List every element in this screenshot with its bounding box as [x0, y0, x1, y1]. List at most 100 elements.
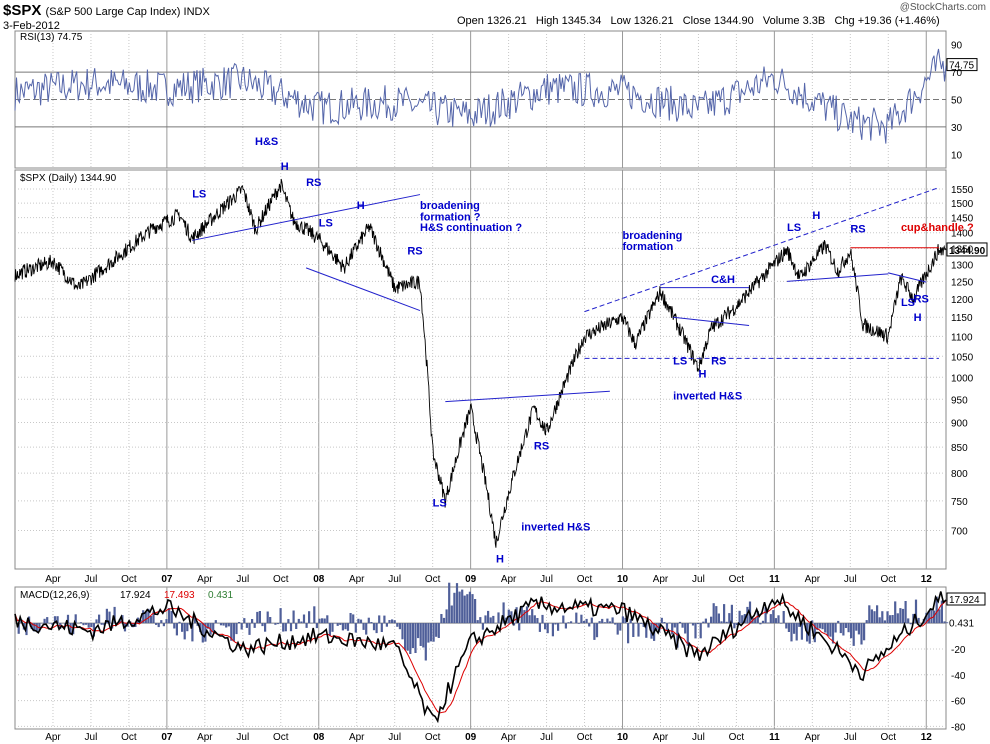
macd-histogram-bar	[489, 617, 492, 624]
price-y-tick: 900	[951, 419, 968, 430]
x-tick-label: Oct	[577, 732, 593, 743]
macd-histogram-bar	[105, 608, 108, 624]
macd-histogram-bar	[619, 623, 622, 631]
macd-histogram-bar	[886, 611, 889, 624]
macd-histogram-bar	[367, 617, 370, 624]
macd-histogram-bar	[240, 623, 243, 630]
macd-histogram-bar	[577, 623, 580, 624]
macd-histogram-bar	[85, 623, 88, 625]
macd-histogram-bar	[917, 617, 920, 624]
macd-histogram-bar	[370, 622, 373, 624]
macd-histogram-bar	[427, 623, 430, 643]
macd-histogram-bar	[481, 623, 484, 630]
rsi-current-box	[946, 58, 978, 72]
macd-histogram-bar	[46, 617, 49, 624]
chart-annotation: H	[281, 161, 289, 173]
macd-histogram-bar	[274, 623, 277, 625]
macd-histogram-bar	[907, 618, 910, 624]
macd-histogram-bar	[704, 618, 707, 624]
rsi-panel: RSI(13) 74.75 74.75	[14, 32, 978, 144]
x-tick-label: Jul	[844, 574, 857, 585]
macd-histogram-bar	[227, 623, 230, 627]
macd-histogram-bar	[308, 611, 311, 624]
macd-histogram-bar	[816, 623, 819, 631]
chart-annotation: RS	[850, 224, 865, 236]
macd-histogram-bar	[938, 609, 941, 624]
macd-histogram-bar	[401, 623, 404, 640]
x-tick-label: Jul	[540, 574, 553, 585]
macd-histogram-bar	[533, 615, 536, 624]
macd-histogram-bar	[300, 621, 303, 624]
macd-histogram-bar	[214, 620, 217, 624]
x-tick-label: 11	[769, 574, 780, 585]
macd-histogram-bar	[694, 623, 697, 639]
macd-histogram-bar	[593, 623, 596, 640]
macd-histogram-bar	[595, 623, 599, 638]
price-y-tick: 750	[951, 497, 968, 508]
x-tick-label: 10	[617, 732, 629, 743]
macd-histogram-bar	[725, 621, 728, 624]
macd-histogram-bar	[404, 623, 407, 651]
macd-current-box	[946, 592, 986, 606]
macd-histogram-bar	[857, 623, 860, 635]
rsi-y-tick: 50	[951, 96, 963, 107]
macd-histogram-bar	[850, 623, 853, 639]
macd-histogram-bar	[261, 623, 264, 627]
x-tick-label: Apr	[653, 732, 669, 743]
macd-histogram-bar	[868, 605, 871, 624]
price-legend: $SPX (Daily) 1344.90	[20, 173, 117, 184]
x-tick-label: Oct	[881, 574, 897, 585]
price-panel: $SPX (Daily) 1344.90 1344.90	[14, 173, 988, 548]
macd-histogram-bar	[531, 609, 534, 624]
x-tick-label: 07	[161, 574, 173, 585]
chart-annotation: formation ?	[420, 212, 481, 224]
macd-histogram-bar	[56, 616, 59, 624]
macd-histogram-bar	[437, 623, 440, 638]
macd-histogram-bar	[671, 623, 674, 635]
macd-histogram-bar	[891, 615, 894, 624]
macd-current-label: 17.924	[949, 595, 980, 606]
macd-histogram-bar	[411, 623, 414, 649]
macd-histogram-bar	[346, 623, 350, 631]
macd-histogram-bar	[258, 611, 261, 624]
macd-histogram-bar	[769, 614, 772, 624]
chart-annotation: LS	[901, 297, 915, 309]
chart-annotation: H	[357, 200, 365, 212]
x-tick-label: Apr	[653, 574, 669, 585]
macd-histogram-bar	[826, 623, 829, 636]
macd-histogram-bar	[155, 623, 158, 625]
price-current-box	[946, 242, 988, 257]
macd-histogram-bar	[829, 623, 832, 637]
macd-histogram-bar	[66, 614, 70, 624]
macd-histogram-bar	[383, 615, 386, 624]
macd-histogram-bar	[95, 619, 98, 624]
macd-histogram-bar	[777, 615, 780, 624]
macd-histogram-bar	[339, 623, 342, 625]
macd-histogram-bar	[645, 623, 648, 638]
macd-histogram-bar	[614, 623, 617, 625]
macd-histogram-bar	[92, 623, 95, 637]
macd-y-tick: -40	[951, 671, 966, 682]
macd-histogram-bar	[686, 623, 689, 646]
chart-annotation: LS	[673, 356, 687, 368]
macd-histogram-bar	[276, 623, 280, 625]
x-tick-label: Oct	[121, 732, 137, 743]
chart-symbol: $SPX (S&P 500 Large Cap Index) INDX	[3, 2, 210, 19]
price-y-tick: 1100	[951, 332, 973, 343]
x-tick-label: 08	[313, 574, 325, 585]
macd-histogram-bar	[79, 622, 82, 624]
macd-histogram-bar	[344, 623, 347, 630]
macd-histogram-bar	[380, 623, 383, 632]
macd-histogram-bar	[206, 623, 210, 629]
x-tick-label: 09	[465, 574, 477, 585]
trend-line	[673, 316, 750, 327]
macd-histogram-bar	[251, 619, 254, 624]
macd-histogram-bar	[409, 623, 412, 654]
macd-histogram-bar	[697, 623, 700, 625]
macd-histogram-bar	[424, 623, 427, 661]
macd-histogram-bar	[551, 623, 554, 637]
macd-hist-current-label: 0.431	[949, 619, 974, 630]
macd-histogram-bar	[100, 623, 103, 625]
macd-histogram-bar	[419, 623, 422, 646]
macd-histogram-bar	[733, 623, 736, 629]
